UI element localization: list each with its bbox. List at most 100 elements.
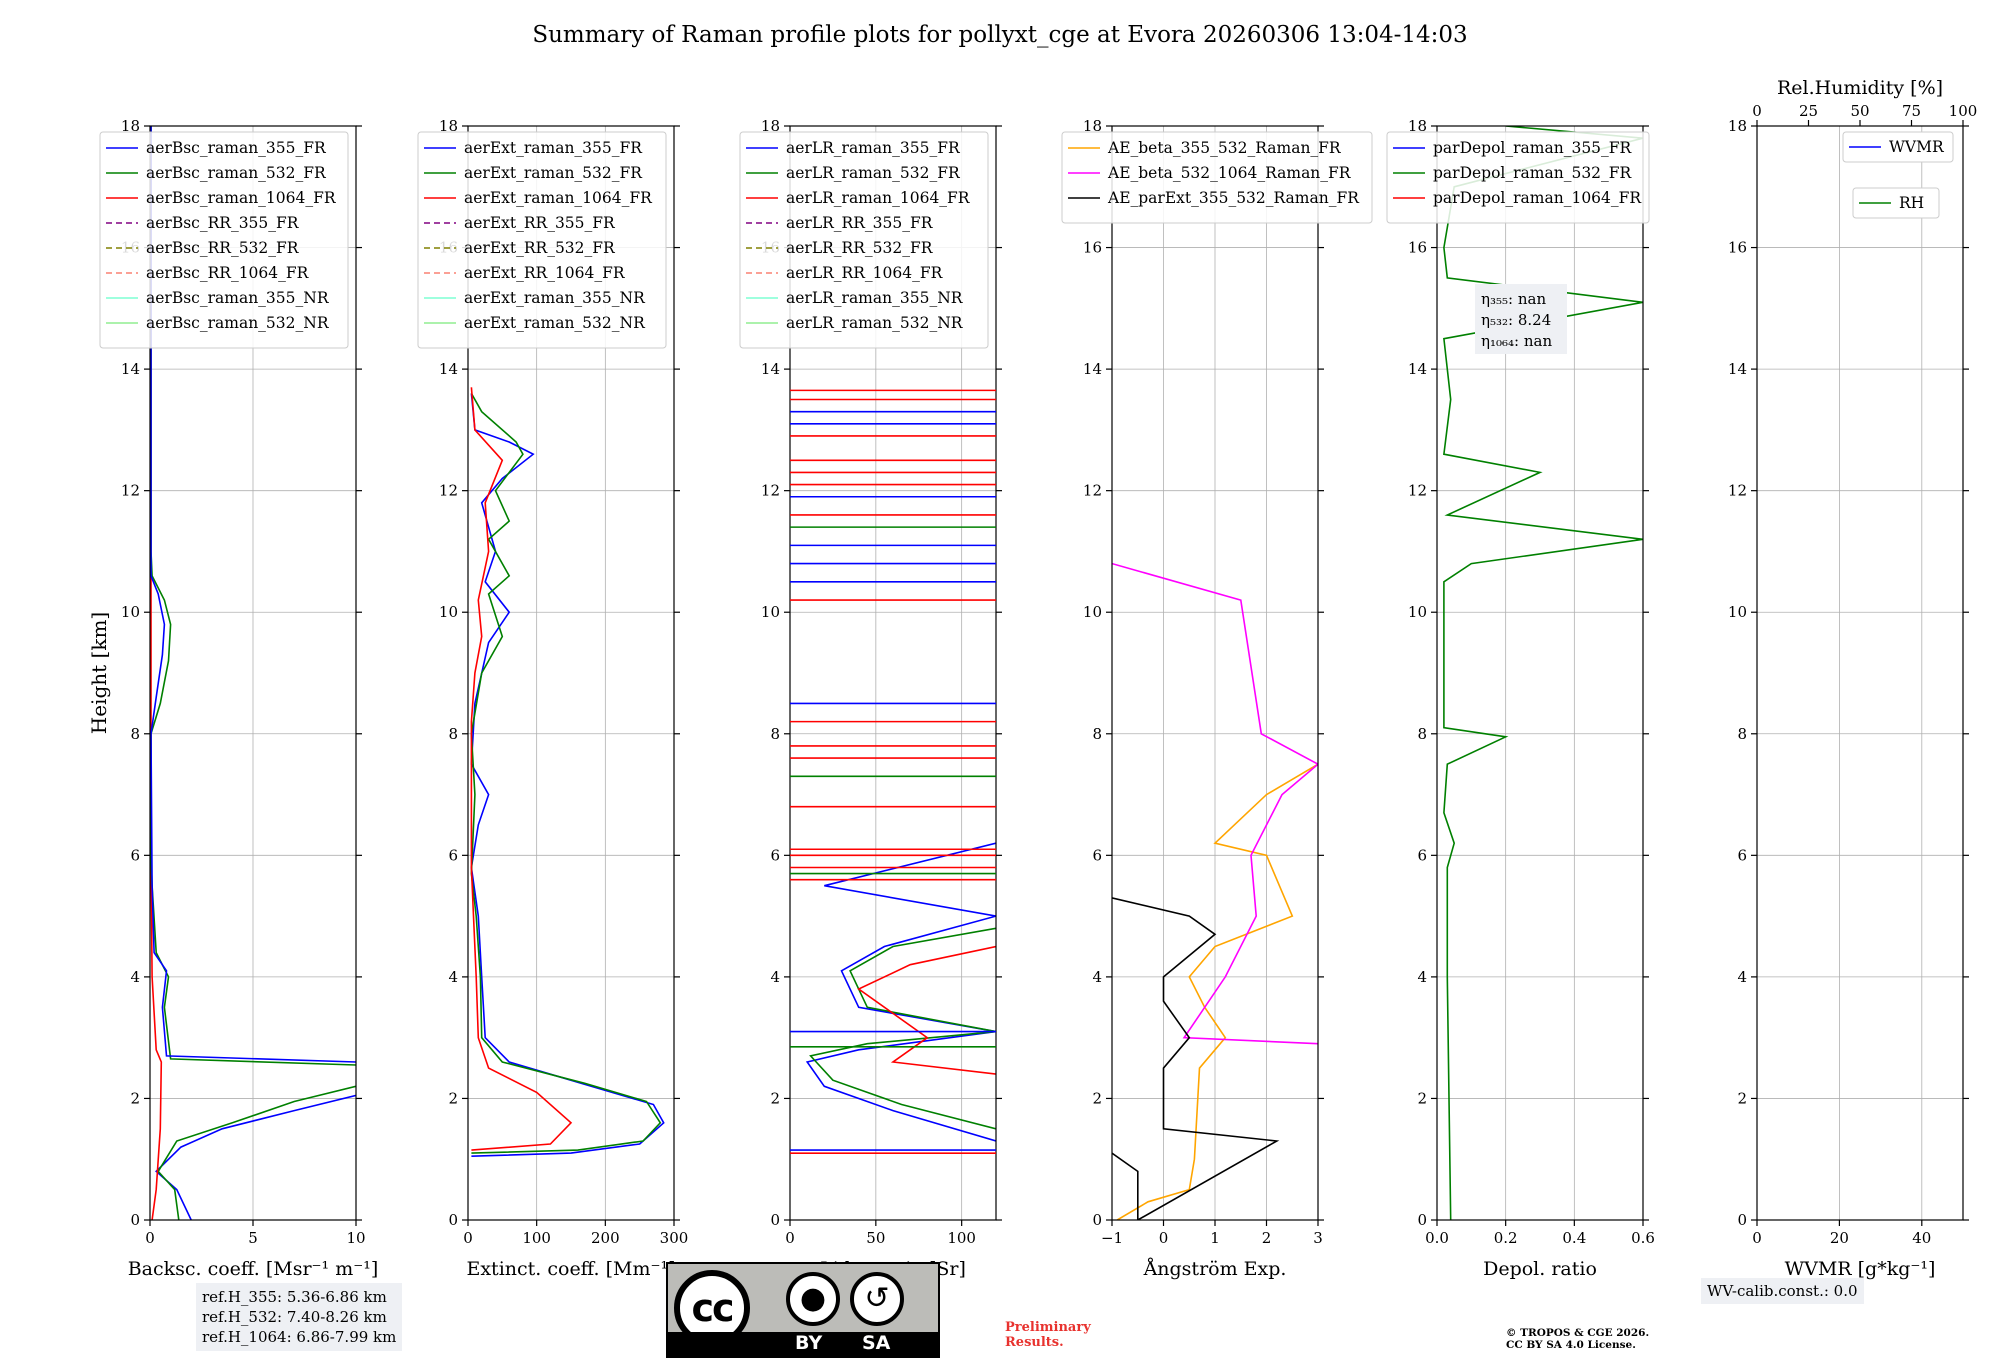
y-tick-label: 16 [1083,239,1102,257]
legend-entry: parDepol_raman_355_FR [1433,139,1633,157]
legend-entry: aerExt_raman_532_FR [464,164,643,182]
y-tick-label: 8 [130,725,140,743]
x-tick-label: 0 [463,1229,473,1247]
legend-box-wvmr [1842,131,1954,163]
x-axis-label: Ångström Exp. [1143,1258,1287,1280]
y-tick-label: 8 [1737,725,1747,743]
y-tick-label: 8 [770,725,780,743]
x-tick-label: 0 [145,1229,155,1247]
legend-entry: aerLR_raman_532_FR [786,164,961,182]
legend-entry: aerLR_raman_355_FR [786,139,961,157]
x-tick-label: −1 [1101,1229,1123,1247]
cc-by-sa-badge: cc ● ↺ BY SA [666,1262,940,1358]
y-tick-label: 6 [1092,846,1102,864]
legend-entry: parDepol_raman_1064_FR [1433,189,1642,207]
legend-entry: aerBsc_raman_532_FR [146,164,327,182]
y-tick-label: 12 [1083,482,1102,500]
preliminary-line-2: Results. [1005,1335,1064,1350]
preliminary-line-1: Preliminary [1005,1320,1091,1335]
legend-entry: aerBsc_RR_1064_FR [146,264,310,282]
legend-entry: parDepol_raman_532_FR [1433,164,1633,182]
x-tick-label: 0.4 [1562,1229,1586,1247]
x-tick-label: 3 [1313,1229,1323,1247]
y-axis-label: Height [km] [87,612,111,734]
y-tick-label: 10 [439,603,458,621]
y-tick-label: 2 [1092,1089,1102,1107]
y-tick-label: 18 [761,117,780,135]
legend-entry: AE_beta_532_1064_Raman_FR [1107,164,1352,182]
legend-box-rh [1852,187,1940,219]
wv-calibration-box: WV-calib.const.: 0.0 [1701,1278,1864,1304]
y-tick-label: 6 [770,846,780,864]
legend-entry: aerExt_RR_1064_FR [464,264,626,282]
x-tick-label: 100 [947,1229,976,1247]
y-tick-label: 14 [1083,360,1102,378]
share-alike-icon: ↺ [850,1272,904,1326]
x-axis-label: WVMR [g*kg⁻¹] [1785,1258,1936,1280]
reference-height-box: ref.H_355: 5.36-6.86 km ref.H_532: 7.40-… [196,1283,403,1351]
y-tick-label: 6 [1417,846,1427,864]
y-tick-label: 4 [1092,968,1102,986]
y-tick-label: 16 [1728,239,1747,257]
legend-entry: aerExt_RR_532_FR [464,239,616,257]
y-tick-label: 10 [761,603,780,621]
top-x-tick-label: 100 [1949,102,1978,120]
y-tick-label: 12 [1408,482,1427,500]
y-tick-label: 0 [130,1211,140,1229]
panel-frame [149,125,357,1221]
x-tick-label: 20 [1830,1229,1849,1247]
figure-title: Summary of Raman profile plots for polly… [532,22,1468,48]
y-tick-label: 12 [1728,482,1747,500]
y-tick-label: 18 [1728,117,1747,135]
legend-entry: aerLR_RR_355_FR [786,214,934,232]
panel-2: 0246810121416180100200300Extinct. coeff.… [417,117,688,1280]
y-tick-label: 2 [770,1089,780,1107]
y-tick-label: 18 [439,117,458,135]
depol-annotation-line: η₅₃₂: 8.24 [1481,311,1551,329]
legend-entry: aerLR_raman_532_NR [786,314,964,332]
y-tick-label: 10 [121,603,140,621]
copyright-line-2: CC BY SA 4.0 License. [1506,1339,1636,1351]
series-line-AE_parExt_355_532_Raman_FR [1112,897,1280,1220]
y-tick-label: 18 [1408,117,1427,135]
y-tick-label: 14 [1408,360,1427,378]
legend-entry: aerExt_RR_355_FR [464,214,616,232]
top-x-tick-label: 25 [1799,102,1818,120]
x-tick-label: 40 [1912,1229,1931,1247]
legend-entry: aerLR_raman_355_NR [786,289,964,307]
x-axis-label: Backsc. coeff. [Msr⁻¹ m⁻¹] [128,1258,379,1280]
y-tick-label: 12 [121,482,140,500]
preliminary-results-note: Preliminary Results. [1005,1320,1091,1350]
series-line-aerBsc_raman_532_FR [157,1085,356,1220]
legend-entry: AE_beta_355_532_Raman_FR [1107,139,1342,157]
legend-entry: aerLR_RR_1064_FR [786,264,944,282]
y-tick-label: 2 [130,1089,140,1107]
x-tick-label: 0.2 [1494,1229,1518,1247]
depol-annotation-line: η₃₅₅: nan [1481,290,1546,308]
legend-entry: aerBsc_raman_532_NR [146,314,330,332]
legend-box [417,131,667,349]
series-line-parDepol_raman_532_FR [1443,126,1643,1220]
ref-h-355: ref.H_355: 5.36-6.86 km [202,1288,387,1306]
x-axis-label: Extinct. coeff. [Mm⁻¹] [466,1258,675,1280]
legend-entry: aerLR_RR_532_FR [786,239,934,257]
legend-box [99,131,349,349]
y-tick-label: 12 [439,482,458,500]
panel-6: 0 2 4 6 8 10 12 14 16 18 0 20 40 WVMR [g*kg⁻¹] WVMR RH 0… [1728,77,1977,1280]
series-line-aerLR_raman_1064_FR [857,945,996,1075]
y-tick-label: 4 [1737,968,1747,986]
x-tick-label: 0.6 [1631,1229,1655,1247]
legend-entry: aerBsc_RR_532_FR [146,239,300,257]
copyright-line-1: © TROPOS & CGE 2026. [1506,1327,1650,1339]
y-tick-label: 16 [1408,239,1427,257]
y-tick-label: 8 [448,725,458,743]
y-tick-label: 10 [1728,603,1747,621]
depol-annotation-box [1475,284,1567,354]
y-tick-label: 2 [1417,1089,1427,1107]
series-line-aerExt_raman_355_FR [470,393,665,1157]
series-line-AE_beta_532_1064_Raman_FR [1112,562,1318,1045]
x-tick-label: 0 [785,1229,795,1247]
